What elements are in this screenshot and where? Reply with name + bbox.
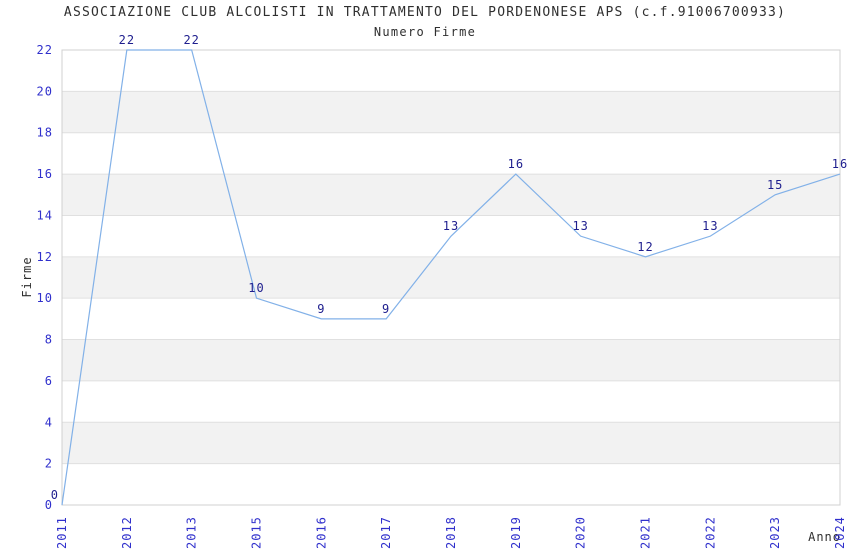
- data-label: 9: [317, 302, 325, 316]
- x-axis-label: Anno: [808, 530, 841, 544]
- data-label: 13: [702, 219, 718, 233]
- data-label: 22: [183, 33, 199, 47]
- x-tick-label: 2019: [509, 516, 523, 549]
- x-tick-label: 2013: [185, 516, 199, 549]
- x-tick-label: 2012: [120, 516, 134, 549]
- y-tick-label: 10: [37, 291, 53, 305]
- data-label: 12: [637, 240, 653, 254]
- chart-title: ASSOCIAZIONE CLUB ALCOLISTI IN TRATTAMEN…: [63, 5, 787, 20]
- x-tick-label: 2018: [444, 516, 458, 549]
- data-line: [61, 49, 841, 506]
- data-label: 16: [832, 157, 848, 171]
- grid-band: [62, 339, 840, 381]
- y-tick-label: 18: [37, 126, 53, 140]
- data-label: 16: [508, 157, 524, 171]
- y-tick-label: 16: [37, 167, 53, 181]
- y-tick-label: 14: [37, 208, 53, 222]
- x-tick-label: 2021: [639, 516, 653, 549]
- x-tick-label: 2023: [768, 516, 782, 549]
- y-tick-label: 8: [45, 333, 53, 347]
- data-label: 15: [767, 178, 783, 192]
- x-tick-label: 2015: [250, 516, 264, 549]
- y-tick-label: 4: [45, 415, 53, 429]
- y-tick-label: 20: [37, 84, 53, 98]
- x-tick-label: 2011: [55, 516, 69, 549]
- y-tick-label: 22: [37, 43, 53, 57]
- data-label: 10: [248, 281, 264, 295]
- grid-band: [62, 422, 840, 464]
- data-label: 13: [572, 219, 588, 233]
- y-tick-label: 0: [45, 498, 53, 512]
- grid-band: [62, 256, 840, 299]
- x-tick-label: 2016: [314, 516, 328, 549]
- plot-border: [61, 49, 841, 506]
- x-tick-label: 2017: [379, 516, 393, 549]
- y-tick-label: 6: [45, 374, 53, 388]
- x-tick-label: 2024: [833, 516, 847, 549]
- x-tick-label: 2020: [574, 516, 588, 549]
- data-label: 13: [443, 219, 459, 233]
- grid-band: [62, 174, 840, 216]
- chart-subtitle: Numero Firme: [373, 25, 477, 39]
- data-label: 0: [51, 488, 59, 502]
- grid-band: [62, 91, 840, 133]
- x-tick-label: 2022: [703, 516, 717, 549]
- data-label: 9: [382, 302, 390, 316]
- data-label: 22: [119, 33, 135, 47]
- y-tick-label: 2: [45, 457, 53, 471]
- y-tick-label: 12: [37, 250, 53, 264]
